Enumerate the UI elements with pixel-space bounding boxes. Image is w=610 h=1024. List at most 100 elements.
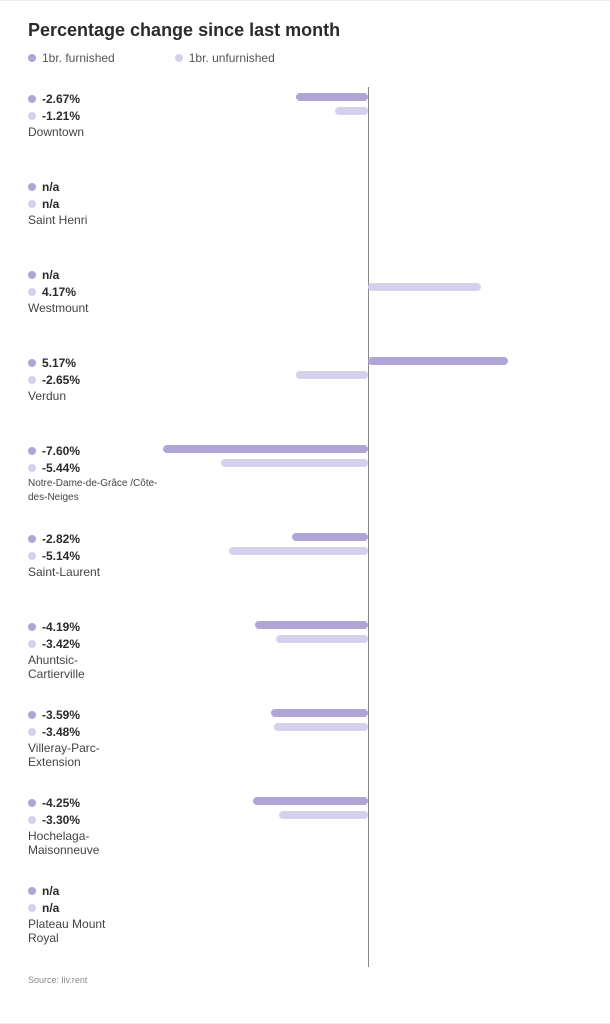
- value-line-unfurnished: -5.14%: [28, 548, 158, 564]
- value-line-furnished: 5.17%: [28, 355, 158, 371]
- bar-unfurnished: [335, 107, 368, 115]
- value-line-unfurnished: -2.65%: [28, 372, 158, 388]
- chart-title: Percentage change since last month: [28, 20, 582, 41]
- value-unfurnished: 4.17%: [42, 284, 76, 300]
- chart-row: -7.60%-5.44%Notre-Dame-de-Grâce /Côte-de…: [28, 439, 582, 527]
- value-furnished: -7.60%: [42, 443, 80, 459]
- bar-furnished: [253, 797, 368, 805]
- bar-furnished: [163, 445, 368, 453]
- value-unfurnished: -3.30%: [42, 812, 80, 828]
- value-furnished: -4.25%: [42, 795, 80, 811]
- value-unfurnished: n/a: [42, 900, 59, 916]
- dot-unfurnished-icon: [28, 816, 36, 824]
- dot-furnished-icon: [28, 447, 36, 455]
- dot-furnished-icon: [28, 95, 36, 103]
- value-unfurnished: -1.21%: [42, 108, 80, 124]
- legend-item-unfurnished: 1br. unfurnished: [175, 51, 275, 65]
- value-line-furnished: -7.60%: [28, 443, 158, 459]
- row-labels: n/an/aPlateau Mount Royal: [28, 883, 158, 945]
- value-unfurnished: -3.42%: [42, 636, 80, 652]
- value-furnished: n/a: [42, 267, 59, 283]
- location-label: Downtown: [28, 125, 158, 139]
- legend: 1br. furnished 1br. unfurnished: [28, 51, 582, 65]
- dot-furnished-icon: [28, 711, 36, 719]
- location-label: Saint Henri: [28, 213, 158, 227]
- location-label: Notre-Dame-de-Grâce /Côte-des-Neiges: [28, 477, 158, 505]
- location-label: Westmount: [28, 301, 158, 315]
- chart-row: n/an/aSaint Henri: [28, 175, 582, 263]
- top-rule: [0, 0, 610, 1]
- bar-unfurnished: [221, 459, 368, 467]
- bar-unfurnished: [279, 811, 368, 819]
- bar-furnished: [271, 709, 368, 717]
- value-furnished: -2.82%: [42, 531, 80, 547]
- value-line-unfurnished: 4.17%: [28, 284, 158, 300]
- value-furnished: 5.17%: [42, 355, 76, 371]
- bar-unfurnished: [274, 723, 368, 731]
- dot-unfurnished-icon: [28, 464, 36, 472]
- value-furnished: -4.19%: [42, 619, 80, 635]
- dot-unfurnished-icon: [28, 552, 36, 560]
- chart-row: -4.25%-3.30%Hochelaga-Maisonneuve: [28, 791, 582, 879]
- dot-furnished-icon: [28, 271, 36, 279]
- chart-row: -3.59%-3.48%Villeray-Parc-Extension: [28, 703, 582, 791]
- row-labels: -3.59%-3.48%Villeray-Parc-Extension: [28, 707, 158, 769]
- location-label: Ahuntsic-Cartierville: [28, 653, 123, 681]
- dot-furnished-icon: [28, 887, 36, 895]
- value-unfurnished: n/a: [42, 196, 59, 212]
- value-furnished: n/a: [42, 179, 59, 195]
- bar-unfurnished: [276, 635, 368, 643]
- location-label: Plateau Mount Royal: [28, 917, 123, 945]
- legend-label-furnished: 1br. furnished: [42, 51, 115, 65]
- dot-unfurnished-icon: [28, 728, 36, 736]
- value-line-furnished: -4.25%: [28, 795, 158, 811]
- dot-furnished-icon: [28, 183, 36, 191]
- dot-furnished-icon: [28, 359, 36, 367]
- dot-unfurnished-icon: [28, 376, 36, 384]
- value-line-unfurnished: -5.44%: [28, 460, 158, 476]
- value-line-furnished: n/a: [28, 883, 158, 899]
- dot-unfurnished-icon: [28, 288, 36, 296]
- chart-row: n/an/aPlateau Mount Royal: [28, 879, 582, 967]
- bar-furnished: [296, 93, 368, 101]
- dot-unfurnished-icon: [28, 904, 36, 912]
- row-labels: 5.17%-2.65%Verdun: [28, 355, 158, 403]
- location-label: Villeray-Parc-Extension: [28, 741, 123, 769]
- legend-dot-unfurnished: [175, 54, 183, 62]
- row-labels: -2.82%-5.14%Saint-Laurent: [28, 531, 158, 579]
- value-line-furnished: -2.82%: [28, 531, 158, 547]
- location-label: Hochelaga-Maisonneuve: [28, 829, 123, 857]
- value-unfurnished: -5.44%: [42, 460, 80, 476]
- bar-furnished: [292, 533, 368, 541]
- bar-unfurnished: [296, 371, 368, 379]
- dot-furnished-icon: [28, 799, 36, 807]
- value-line-furnished: n/a: [28, 179, 158, 195]
- dot-furnished-icon: [28, 623, 36, 631]
- chart-row: 5.17%-2.65%Verdun: [28, 351, 582, 439]
- value-furnished: n/a: [42, 883, 59, 899]
- bar-furnished: [255, 621, 368, 629]
- row-labels: n/a4.17%Westmount: [28, 267, 158, 315]
- chart-row: n/a4.17%Westmount: [28, 263, 582, 351]
- value-line-unfurnished: n/a: [28, 900, 158, 916]
- value-line-furnished: -4.19%: [28, 619, 158, 635]
- value-furnished: -2.67%: [42, 91, 80, 107]
- value-line-furnished: n/a: [28, 267, 158, 283]
- value-line-unfurnished: -3.42%: [28, 636, 158, 652]
- value-line-unfurnished: -1.21%: [28, 108, 158, 124]
- source-text: Source: liv.rent: [28, 975, 582, 985]
- row-labels: -7.60%-5.44%Notre-Dame-de-Grâce /Côte-de…: [28, 443, 158, 505]
- dot-unfurnished-icon: [28, 640, 36, 648]
- value-line-furnished: -3.59%: [28, 707, 158, 723]
- dot-unfurnished-icon: [28, 200, 36, 208]
- value-line-unfurnished: -3.48%: [28, 724, 158, 740]
- legend-item-furnished: 1br. furnished: [28, 51, 115, 65]
- value-unfurnished: -5.14%: [42, 548, 80, 564]
- bar-furnished: [368, 357, 508, 365]
- row-labels: -4.19%-3.42%Ahuntsic-Cartierville: [28, 619, 158, 681]
- chart-row: -2.67%-1.21%Downtown: [28, 87, 582, 175]
- chart-row: -2.82%-5.14%Saint-Laurent: [28, 527, 582, 615]
- bar-unfurnished: [368, 283, 481, 291]
- dot-furnished-icon: [28, 535, 36, 543]
- value-line-furnished: -2.67%: [28, 91, 158, 107]
